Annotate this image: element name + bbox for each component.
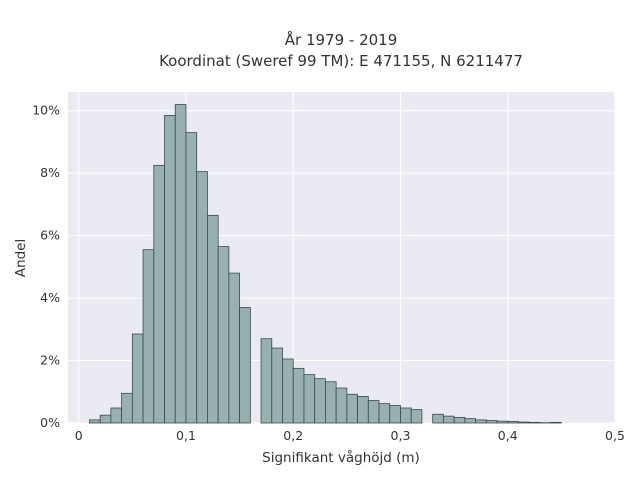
histogram-bar (239, 307, 251, 424)
y-tick-label: 0% (40, 415, 60, 430)
histogram-bar (217, 246, 230, 424)
histogram-bar (260, 338, 273, 424)
histogram-bar (89, 419, 101, 424)
chart-title-line-2: Koordinat (Sweref 99 TM): E 471155, N 62… (159, 52, 523, 70)
y-tick-label: 6% (40, 228, 60, 243)
x-tick-labels: 0 0,1 0,2 0,3 0,4 0,5 (75, 428, 625, 443)
x-tick-label: 0,5 (605, 428, 625, 443)
histogram-bar (142, 249, 155, 424)
histogram-bar (325, 381, 337, 424)
histogram-bar (292, 367, 305, 424)
histogram-bar (153, 164, 165, 424)
histogram-bar (507, 421, 519, 424)
histogram-bar (282, 358, 294, 424)
y-tick-label: 2% (40, 353, 60, 368)
chart-title-line-1: År 1979 - 2019 (285, 30, 398, 49)
y-axis-label: Andel (13, 239, 29, 277)
histogram-bar (99, 414, 112, 424)
histogram-bar (357, 396, 369, 424)
histogram-bar (485, 420, 498, 424)
x-tick-label: 0,1 (176, 428, 196, 443)
histogram-bar (432, 413, 444, 424)
histogram-bar (378, 403, 391, 424)
histogram-bar (185, 132, 198, 424)
x-tick-label: 0,2 (283, 428, 303, 443)
histogram-bar (346, 393, 358, 424)
histogram-bar (314, 378, 326, 424)
y-tick-labels: 0% 2% 4% 6% 8% 10% (32, 103, 60, 430)
histogram-bar (400, 407, 412, 424)
x-tick-label: 0,3 (391, 428, 411, 443)
histogram-bar (121, 392, 133, 424)
x-tick-label: 0,4 (498, 428, 518, 443)
histogram-bar (518, 421, 530, 424)
x-tick-label: 0 (75, 428, 83, 443)
histogram-bar (453, 416, 466, 424)
histogram-bar (228, 272, 241, 424)
y-tick-label: 8% (40, 165, 60, 180)
histogram-bar (475, 419, 487, 424)
histogram-bar (131, 333, 144, 424)
y-tick-label: 4% (40, 290, 60, 305)
histogram-bar (410, 409, 423, 424)
histogram-bar (496, 420, 509, 424)
histogram-bar (110, 407, 123, 424)
histogram-bar (389, 405, 401, 424)
histogram-bar (196, 171, 208, 424)
y-tick-label: 10% (32, 103, 60, 118)
histogram-bar (367, 400, 380, 424)
histogram-bar (550, 421, 562, 424)
histogram-bar (303, 374, 316, 424)
histogram-bar (174, 104, 187, 424)
histogram-bar (164, 115, 176, 424)
histogram-bar (271, 347, 283, 424)
histogram-bar (335, 387, 348, 424)
histogram-bar (528, 421, 541, 424)
histogram-bar (464, 418, 476, 424)
x-axis-label: Signifikant våghöjd (m) (262, 449, 420, 466)
histogram-bars (89, 104, 562, 424)
histogram-bar (442, 415, 455, 424)
histogram-bar (207, 214, 219, 424)
